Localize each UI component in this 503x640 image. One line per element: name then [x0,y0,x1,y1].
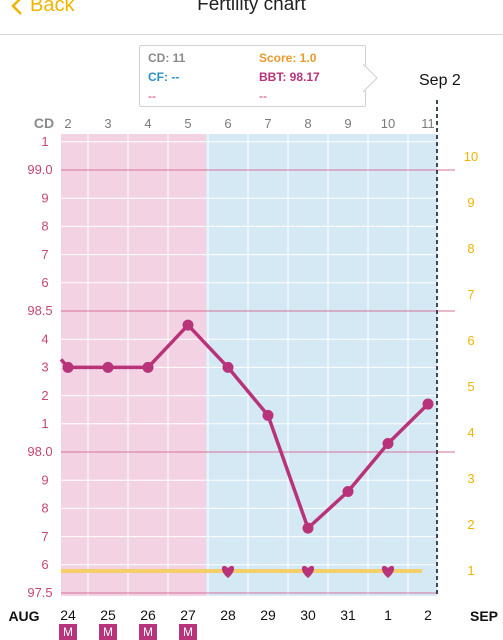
temp-axis-label: 6 [41,557,48,572]
period-badge: M [99,624,117,640]
score-axis-label: 9 [467,195,474,210]
temp-axis-label: 7 [41,529,48,544]
bbt-point[interactable] [382,438,394,450]
period-badge: M [139,624,157,640]
bbt-point[interactable] [62,361,74,373]
bbt-point[interactable] [102,361,114,373]
temp-axis-label: 6 [41,275,48,290]
date-label: 27 [180,607,196,623]
score-axis-label: 5 [467,379,474,394]
temp-axis-label: 1 [41,416,48,431]
date-label: 26 [140,607,156,623]
temp-axis-label: 9 [41,190,48,205]
score-axis-label: 3 [467,471,474,486]
cd-axis-label: CD [34,115,54,131]
score-axis-label: 10 [464,149,478,164]
tooltip-bbt: BBT: 98.17 [259,70,320,84]
score-axis-label: 2 [467,517,474,532]
score-axis-label: 7 [467,287,474,302]
bbt-point[interactable] [262,409,274,421]
temp-axis-label: 9 [41,472,48,487]
bbt-point[interactable] [182,319,194,331]
temp-axis-label: 3 [41,360,48,375]
bbt-point[interactable] [342,485,354,497]
marker-date-label: Sep 2 [419,72,461,89]
tooltip-pointer [363,64,378,92]
bbt-point[interactable] [302,522,314,534]
cd-day-label: 9 [344,116,351,131]
score-axis-label: 8 [467,241,474,256]
intercourse-heart-icon [301,565,315,578]
temp-axis-label: 4 [41,331,48,346]
date-label: 31 [340,607,356,623]
month-label-right: SEP [470,608,498,624]
temp-axis-label: 99.0 [27,162,52,177]
temp-axis-label: 7 [41,247,48,262]
tooltip-row3-left: -- [148,89,156,103]
temp-axis-label: 2 [41,388,48,403]
cd-day-label: 2 [64,116,71,131]
page-title: Fertility chart [197,0,306,15]
temp-axis-label: 97.5 [27,585,52,600]
date-label: 30 [300,607,316,623]
back-button[interactable]: Back [10,0,74,17]
tooltip-cf: CF: -- [148,70,180,84]
temp-axis-label: 8 [41,501,48,516]
date-label: 1 [384,607,392,623]
tooltip-row3-right: -- [259,89,267,103]
date-label: 24 [60,607,76,623]
tooltip-score: Score: 1.0 [259,51,317,65]
intercourse-heart-icon [381,565,395,578]
score-axis-label: 4 [467,425,474,440]
day-tooltip: CD: 11 Score: 1.0 CF: -- BBT: 98.17 -- -… [139,45,366,107]
intercourse-heart-icon [221,565,235,578]
cd-day-label: 11 [421,116,435,131]
menstrual-phase-band [61,134,206,596]
nav-divider [0,34,503,35]
period-badge: M [59,624,77,640]
cd-day-label: 5 [184,116,191,131]
temp-axis-label: 8 [41,219,48,234]
cd-day-label: 3 [104,116,111,131]
cd-day-label: 8 [304,116,311,131]
bbt-point[interactable] [422,398,434,410]
bbt-point[interactable] [142,361,154,373]
temp-axis-label: 98.0 [27,444,52,459]
tooltip-cd: CD: 11 [148,51,186,65]
cd-day-label: 6 [224,116,231,131]
cd-day-label: 4 [144,116,151,131]
score-axis-label: 1 [467,563,474,578]
navigation-bar: Back Fertility chart [0,0,503,34]
cd-day-label: 10 [381,116,395,131]
date-label: 25 [100,607,116,623]
temp-axis-label: 98.5 [27,303,52,318]
month-label-left: AUG [8,608,39,624]
chevron-left-icon [11,0,22,15]
temp-axis-label: 1 [41,134,48,149]
back-label: Back [30,0,75,16]
date-label: 28 [220,607,236,623]
period-badge: M [179,624,197,640]
bbt-point[interactable] [222,361,234,373]
date-label: 29 [260,607,276,623]
score-axis-label: 6 [467,333,474,348]
cd-day-label: 7 [264,116,271,131]
date-label: 2 [424,607,432,623]
follicular-phase-band [206,134,437,596]
